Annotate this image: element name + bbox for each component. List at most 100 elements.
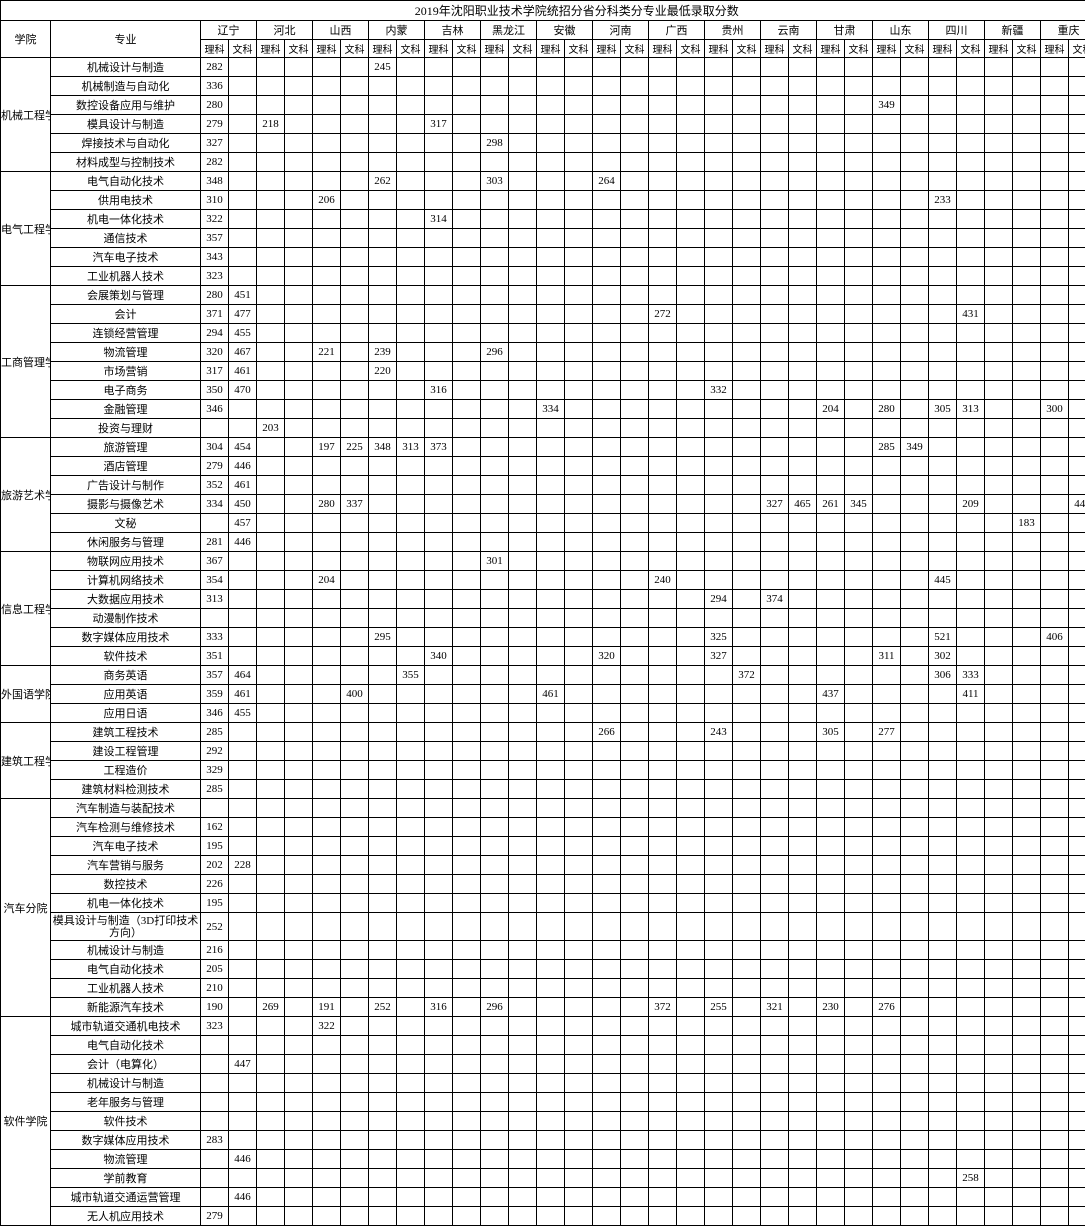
score-cell	[537, 419, 565, 438]
score-cell	[257, 799, 285, 818]
score-cell: 162	[201, 818, 229, 837]
score-cell	[957, 381, 985, 400]
score-cell	[509, 229, 537, 248]
major-name-cell: 机电一体化技术	[51, 210, 201, 229]
score-cell: 350	[201, 381, 229, 400]
score-cell	[873, 495, 901, 514]
score-cell	[929, 875, 957, 894]
score-cell	[845, 1074, 873, 1093]
score-cell	[425, 343, 453, 362]
score-cell	[677, 1074, 705, 1093]
score-cell	[705, 476, 733, 495]
score-cell	[873, 134, 901, 153]
score-cell	[257, 248, 285, 267]
score-cell	[369, 96, 397, 115]
score-cell	[845, 115, 873, 134]
score-cell	[1041, 979, 1069, 998]
score-cell	[453, 1112, 481, 1131]
score-cell	[901, 913, 929, 941]
score-cell	[537, 77, 565, 96]
score-cell	[1013, 647, 1041, 666]
score-cell	[761, 191, 789, 210]
score-cell	[565, 1169, 593, 1188]
score-cell	[425, 533, 453, 552]
score-cell	[621, 894, 649, 913]
score-cell	[341, 210, 369, 229]
score-cell	[565, 685, 593, 704]
score-cell	[425, 941, 453, 960]
score-cell	[1013, 343, 1041, 362]
score-cell	[397, 343, 425, 362]
score-cell	[1069, 1017, 1085, 1036]
score-cell	[397, 1093, 425, 1112]
score-cell	[481, 647, 509, 666]
score-cell	[593, 998, 621, 1017]
score-cell	[229, 913, 257, 941]
header-subject: 理科	[257, 40, 285, 58]
score-cell: 313	[397, 438, 425, 457]
score-cell	[761, 77, 789, 96]
score-cell	[1041, 1207, 1069, 1226]
score-cell	[565, 780, 593, 799]
score-cell	[705, 324, 733, 343]
score-cell	[649, 248, 677, 267]
score-cell	[257, 1131, 285, 1150]
score-cell: 303	[481, 172, 509, 191]
score-cell	[761, 457, 789, 476]
header-subject: 理科	[481, 40, 509, 58]
score-cell	[873, 742, 901, 761]
score-cell	[705, 666, 733, 685]
score-cell	[509, 381, 537, 400]
score-cell	[621, 979, 649, 998]
score-cell	[733, 979, 761, 998]
score-cell	[929, 856, 957, 875]
score-cell	[285, 172, 313, 191]
score-cell	[789, 818, 817, 837]
score-cell	[565, 229, 593, 248]
score-cell	[1013, 533, 1041, 552]
score-cell	[565, 134, 593, 153]
score-cell	[733, 571, 761, 590]
score-cell	[733, 1169, 761, 1188]
header-province: 重庆	[1041, 21, 1085, 40]
score-cell	[285, 324, 313, 343]
score-cell	[397, 1150, 425, 1169]
score-cell	[1041, 818, 1069, 837]
header-major: 专业	[51, 21, 201, 58]
score-cell	[509, 704, 537, 723]
score-cell	[397, 1131, 425, 1150]
score-cell	[873, 229, 901, 248]
score-cell: 400	[341, 685, 369, 704]
score-cell	[1041, 552, 1069, 571]
score-cell	[257, 172, 285, 191]
score-cell	[649, 1207, 677, 1226]
score-cell	[369, 818, 397, 837]
header-subject: 理科	[425, 40, 453, 58]
score-cell	[593, 400, 621, 419]
score-cell: 446	[229, 1150, 257, 1169]
score-cell: 406	[1041, 628, 1069, 647]
score-cell	[229, 1093, 257, 1112]
score-cell	[649, 457, 677, 476]
score-cell	[649, 818, 677, 837]
score-cell	[1069, 248, 1085, 267]
score-cell	[537, 780, 565, 799]
score-cell	[341, 590, 369, 609]
score-cell	[397, 913, 425, 941]
score-cell	[621, 780, 649, 799]
table-row: 金融管理346334204280305313300	[1, 400, 1085, 419]
score-cell: 320	[201, 343, 229, 362]
score-cell	[425, 286, 453, 305]
score-cell	[593, 533, 621, 552]
score-cell	[509, 837, 537, 856]
score-cell	[481, 153, 509, 172]
score-cell	[425, 514, 453, 533]
score-cell	[229, 134, 257, 153]
score-cell	[845, 647, 873, 666]
score-cell	[593, 609, 621, 628]
score-cell: 245	[369, 58, 397, 77]
score-cell	[341, 780, 369, 799]
score-cell	[677, 96, 705, 115]
score-cell	[621, 229, 649, 248]
score-cell	[873, 1055, 901, 1074]
